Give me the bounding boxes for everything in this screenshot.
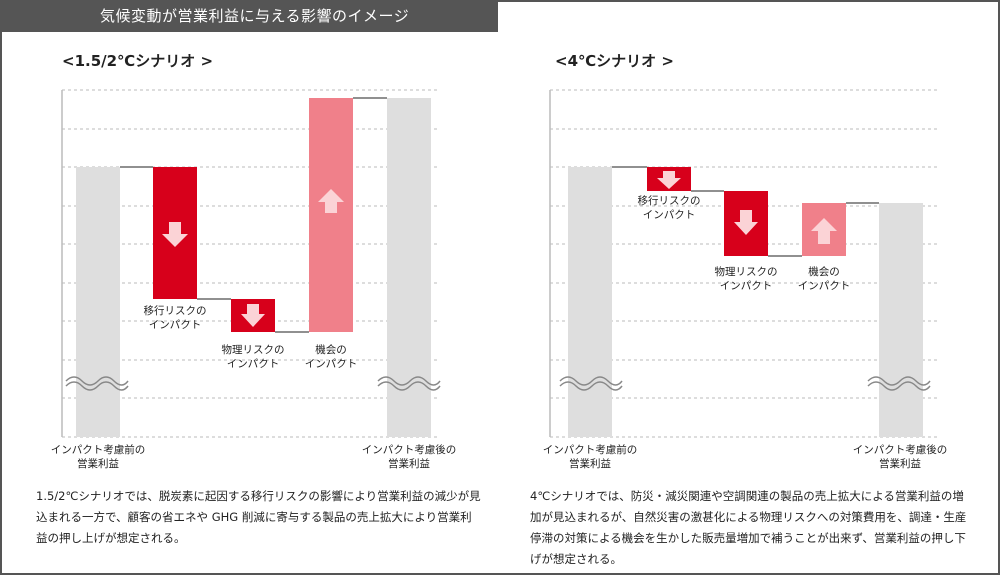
scenario-title-right: <4℃シナリオ > [555,52,674,70]
label-line: インパクト [719,280,773,292]
label-opportunity-right: 機会の インパクト [790,265,858,293]
label-line: インパクト [148,319,202,331]
label-line: インパクト [304,358,358,370]
figure-title: 気候変動が営業利益に与える影響のイメージ [0,0,498,32]
label-line: 営業利益 [569,458,611,470]
break-mark-icon [377,376,441,386]
label-after-left: インパクト考慮後の 営業利益 [359,443,459,471]
break-mark-icon [559,376,623,386]
down-arrow-icon [241,304,265,327]
label-line: インパクト考慮前の [542,444,638,456]
label-line: インパクト [642,209,696,221]
bar-after-right [879,203,923,437]
label-line: インパクト考慮後の [361,444,457,456]
label-line: 物理リスクの [221,344,285,356]
up-arrow-icon [318,189,344,213]
label-line: 物理リスクの [714,266,778,278]
bar-before-right [568,167,612,437]
label-opportunity-left: 機会の インパクト [297,343,365,371]
description-left: 1.5/2℃シナリオでは、脱炭素に起因する移行リスクの影響により営業利益の減少が… [36,489,481,545]
label-line: インパクト考慮後の [852,444,948,456]
label-physical-right: 物理リスクの インパクト [712,265,780,293]
label-line: 移行リスクの [637,195,701,207]
label-before-right: インパクト考慮前の 営業利益 [540,443,640,471]
label-transition-left: 移行リスクの インパクト [143,304,207,332]
label-line: 営業利益 [879,458,921,470]
bar-opportunity-left [309,98,353,332]
down-arrow-icon [657,171,681,189]
label-after-right: インパクト考慮後の 営業利益 [850,443,950,471]
connectors-left [120,97,387,333]
down-arrow-icon [162,222,188,247]
label-line: 営業利益 [77,458,119,470]
label-line: 機会の [808,266,840,278]
label-line: インパクト考慮前の [50,444,146,456]
label-transition-right: 移行リスクの インパクト [635,194,703,222]
break-mark-icon [65,376,129,386]
label-line: インパクト [226,358,280,370]
description-right: 4℃シナリオでは、防災・減災関連や空調関連の製品の売上拡大による営業利益の増加が… [530,489,967,566]
down-arrow-icon [734,210,758,235]
label-line: 移行リスクの [143,305,207,317]
label-before-left: インパクト考慮前の 営業利益 [48,443,148,471]
label-line: インパクト [797,280,851,292]
connectors-right [612,166,879,257]
waterfall-chart-left [61,89,441,438]
scenario-title-left: <1.5/2℃シナリオ > [62,52,214,70]
label-line: 機会の [315,344,347,356]
waterfall-chart-right [549,89,940,438]
bar-before-left [76,167,120,437]
up-arrow-icon [811,218,837,244]
label-line: 営業利益 [388,458,430,470]
label-physical-left: 物理リスクの インパクト [219,343,287,371]
gridlines-right [550,89,940,438]
break-mark-icon [867,376,931,386]
